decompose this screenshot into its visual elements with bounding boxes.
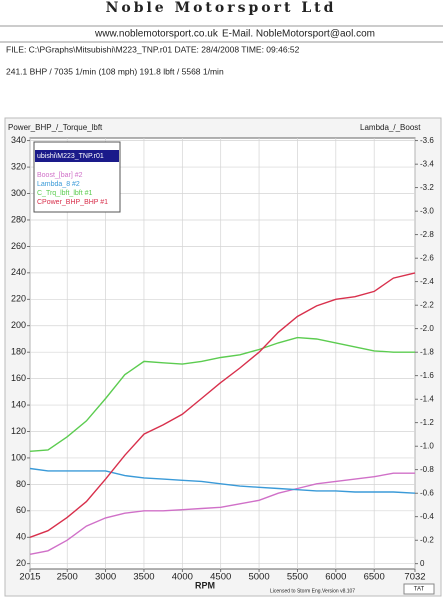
x-tick-label: 6000 (325, 572, 346, 583)
y2-tick-label: -1.0 (420, 441, 434, 450)
legend-title-bg (35, 150, 119, 162)
y-tick-label: 140 (11, 399, 26, 409)
y-tick-label: 280 (11, 214, 26, 224)
y2-tick-label: -1.2 (420, 418, 434, 427)
y-tick-label: 100 (11, 452, 26, 462)
series-line (29, 336, 415, 452)
y-tick-label: 200 (11, 320, 26, 330)
y2-tick-label: -1.4 (420, 394, 434, 403)
y2-tick-label: -0.8 (420, 465, 434, 474)
x-tick-label: 2015 (19, 572, 40, 583)
file-info: FILE: C:\PGraphs\Mitsubishi\M223_TNP.r01… (6, 44, 300, 54)
badge: TAT (414, 587, 425, 593)
y-tick-label: 240 (11, 267, 26, 277)
x-tick-label: 3000 (95, 572, 116, 583)
x-axis-label: RPM (195, 580, 215, 590)
company: Noble Motorsport Ltd (106, 0, 337, 16)
y2-tick-label: -1.6 (420, 371, 434, 380)
x-tick-label: 4500 (210, 572, 231, 583)
y-tick-label: 40 (16, 532, 26, 542)
y2-tick-label: -3.0 (420, 206, 434, 215)
website: www.noblemotorsport.co.uk (94, 29, 219, 40)
legend-entry: C_Trq_lbft_lbft #1 (37, 190, 92, 197)
y2-tick-label: -2.6 (420, 253, 434, 262)
x-tick-label: 4000 (172, 572, 193, 583)
x-tick-label: 6500 (364, 572, 385, 583)
y-tick-label: 180 (11, 347, 26, 357)
y2-tick-label: -1.8 (420, 347, 434, 356)
y-tick-label: 260 (11, 241, 26, 251)
badge-box (403, 583, 435, 595)
version: Version v8.107 (322, 588, 355, 594)
y2-tick-label: -3.6 (420, 136, 434, 145)
y-tick-label: 80 (16, 479, 26, 489)
x-tick-label: 5500 (287, 572, 308, 583)
x-tick-label: 2500 (57, 572, 78, 583)
y-tick-label: 20 (16, 558, 26, 568)
y2-tick-label: -0.2 (420, 535, 434, 544)
series-line (29, 467, 416, 494)
y-tick-label: 120 (11, 426, 26, 436)
y2-tick-label: -2.8 (420, 230, 434, 239)
y2-tick-label: -2.4 (420, 277, 434, 286)
x-tick-label: 7032 (404, 572, 425, 583)
legend-title: ubishi\M223_TNP.r01 (37, 153, 104, 160)
summary: 241.1 BHP / 7035 1/min (108 mph) 191.8 l… (6, 66, 224, 76)
email: E-Mail. NobleMotorsport@aol.com (222, 29, 375, 40)
y-tick-label: 160 (11, 373, 26, 383)
y-tick-label: 60 (16, 505, 26, 515)
legend-entry: Boost_[bar] #2 (37, 172, 83, 179)
y-tick-label: 300 (11, 188, 26, 198)
y2-axis-label: Lambda_/_Boost (360, 123, 421, 132)
y2-tick-label: -0.6 (420, 488, 434, 497)
legend-entry: Lambda_8 #2 (37, 181, 80, 188)
license: Licensed to Storm Eng. (270, 588, 322, 594)
y-tick-label: 320 (11, 161, 26, 171)
y2-tick-label: -3.4 (420, 159, 434, 168)
y-tick-label: 340 (11, 135, 26, 145)
y2-tick-label: -3.2 (420, 183, 434, 192)
series-line (29, 472, 415, 555)
y2-tick-label: -0.4 (420, 512, 434, 521)
y-tick-label: 220 (11, 294, 26, 304)
y2-tick-label: 0 (420, 559, 425, 568)
x-tick-label: 5000 (248, 572, 269, 583)
legend-entry: CPower_BHP_BHP #1 (37, 199, 108, 206)
x-tick-label: 3500 (133, 572, 154, 583)
y2-tick-label: -2.2 (420, 300, 434, 309)
y-axis-label: Power_BHP_/_Torque_lbft (8, 123, 103, 132)
y2-tick-label: -2.0 (420, 324, 434, 333)
series-line (29, 272, 416, 538)
